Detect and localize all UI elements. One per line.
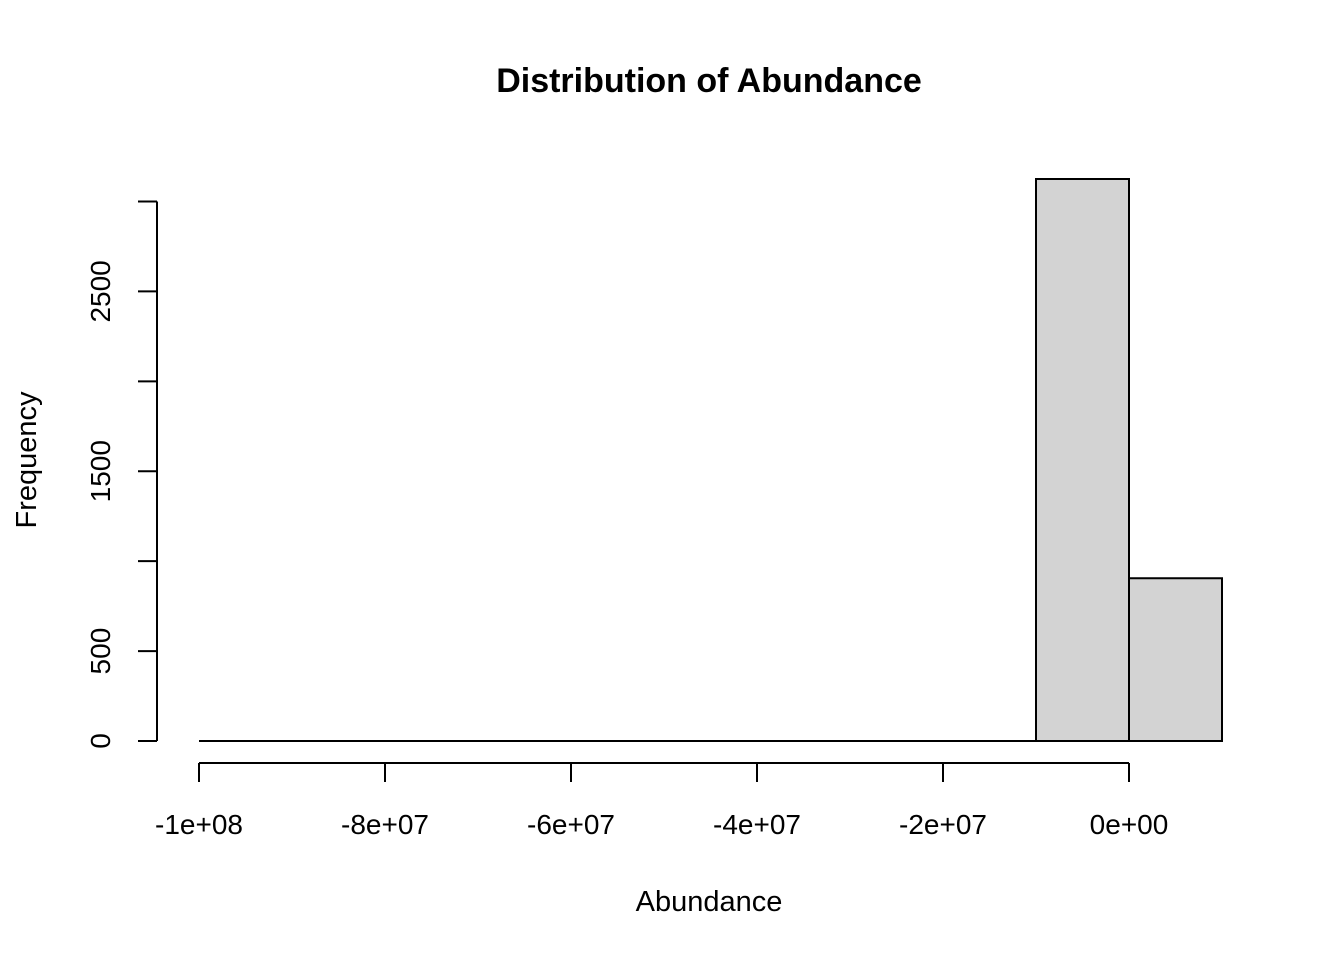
x-tick-label-5: 0e+00: [1090, 809, 1169, 840]
x-tick-label-2: -6e+07: [527, 809, 615, 840]
histogram-bar-9: [1035, 178, 1130, 742]
chart-title: Distribution of Abundance: [496, 62, 922, 100]
x-tick-label-0: -1e+08: [155, 809, 243, 840]
histogram-bars: [199, 178, 1223, 743]
y-tick-label-3: 1500: [85, 440, 116, 502]
x-axis: -1e+08 -8e+07 -6e+07 -4e+07 -2e+07 0e+00: [155, 762, 1169, 840]
histogram-bar-10: [1128, 577, 1223, 743]
y-axis-label: Frequency: [11, 391, 43, 529]
x-tick-label-4: -2e+07: [899, 809, 987, 840]
x-tick-label-1: -8e+07: [341, 809, 429, 840]
y-tick-label-5: 2500: [85, 260, 116, 322]
y-axis: 0 500 1500 2500: [85, 200, 158, 749]
x-tick-label-3: -4e+07: [713, 809, 801, 840]
y-tick-label-0: 0: [85, 733, 116, 749]
y-tick-label-1: 500: [85, 628, 116, 675]
x-axis-label: Abundance: [636, 886, 783, 918]
